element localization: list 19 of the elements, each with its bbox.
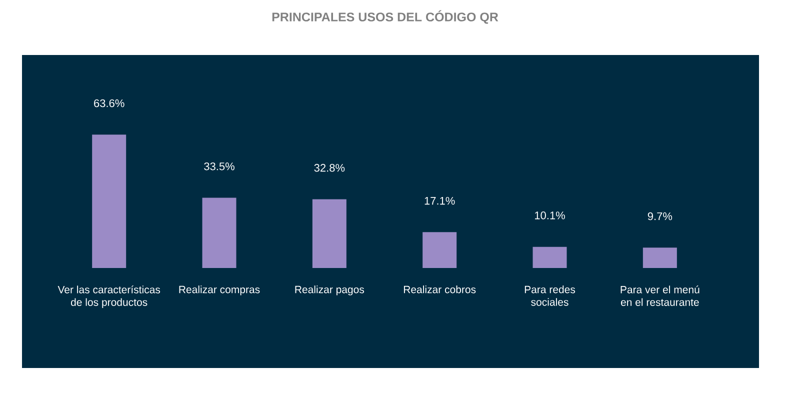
x-tick-label: Para redes sociales [524, 286, 576, 306]
bar [312, 199, 346, 268]
bar [92, 134, 126, 268]
data-label: 33.5% [204, 162, 234, 170]
data-label: 32.8% [314, 164, 345, 172]
bar [642, 248, 677, 268]
x-tick-label: Realizar cobros [404, 286, 476, 294]
x-tick-label: Para ver el menú en el restaurante [620, 286, 700, 306]
chart-title: PRINCIPALES USOS DEL CÓDIGO QR [272, 10, 498, 24]
data-label: 10.1% [535, 212, 565, 220]
data-label: 17.1% [424, 196, 455, 205]
x-tick-label: Realizar compras [179, 286, 260, 296]
bar [202, 198, 236, 268]
data-label: 63.6% [94, 99, 124, 108]
bar [422, 232, 457, 268]
bar [532, 246, 567, 268]
x-tick-label: Realizar pagos [295, 286, 364, 296]
x-tick-label: Ver las características de los productos [58, 286, 160, 308]
data-label: 9.7% [648, 212, 672, 220]
